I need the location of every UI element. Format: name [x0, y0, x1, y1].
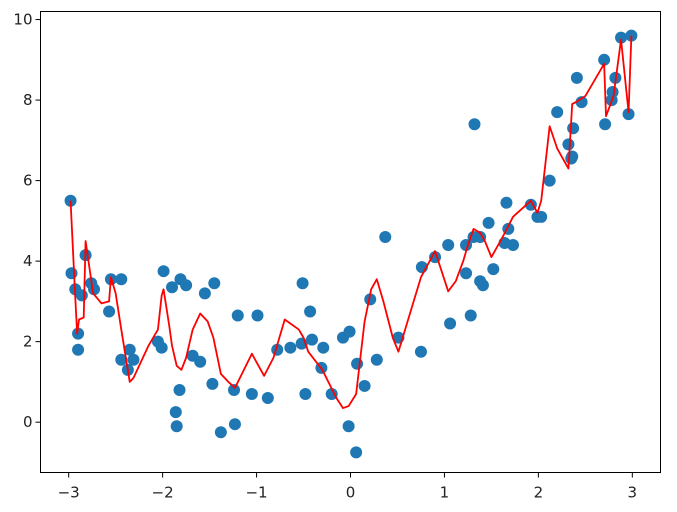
data-point [364, 293, 377, 306]
data-point [507, 239, 520, 252]
data-point [72, 327, 85, 340]
x-tick-label: −3 [58, 484, 80, 502]
data-point [75, 289, 88, 302]
data-point [304, 305, 317, 318]
data-point [379, 230, 392, 243]
line-series [69, 35, 633, 409]
data-point [342, 420, 355, 433]
x-tick-label: 1 [440, 484, 450, 502]
data-point [622, 108, 635, 121]
data-point [251, 309, 264, 322]
data-point [284, 341, 297, 354]
data-point [206, 377, 219, 390]
data-point [414, 345, 427, 358]
data-point [442, 239, 455, 252]
data-point [350, 446, 363, 459]
scatter-series [64, 29, 638, 459]
data-point [487, 263, 500, 276]
data-point [173, 383, 186, 396]
data-point [482, 216, 495, 229]
data-point [166, 281, 179, 294]
data-point [317, 341, 330, 354]
data-point [198, 287, 211, 300]
data-point [169, 406, 182, 419]
data-point [127, 353, 140, 366]
data-point [170, 420, 183, 433]
data-point [115, 353, 128, 366]
y-axis: 0 2 4 6 8 10 [13, 11, 41, 431]
data-point [543, 174, 556, 187]
data-point [358, 379, 371, 392]
data-point [214, 426, 227, 439]
data-point [325, 387, 338, 400]
data-point [228, 418, 241, 431]
y-tick-label: 0 [23, 413, 33, 431]
fit-line [69, 35, 633, 409]
data-point [476, 279, 489, 292]
data-point [535, 210, 548, 223]
data-point [299, 387, 312, 400]
y-tick-label: 2 [23, 333, 33, 351]
data-point [562, 138, 575, 151]
data-point [228, 383, 241, 396]
data-point [474, 230, 487, 243]
y-tick-label: 4 [23, 252, 33, 270]
y-tick-label: 6 [23, 172, 33, 190]
data-point [208, 277, 221, 290]
data-point [155, 341, 168, 354]
data-point [65, 267, 78, 280]
data-point [615, 31, 628, 44]
data-point [103, 305, 116, 318]
data-point [444, 317, 457, 330]
data-point [567, 122, 580, 135]
data-point [245, 387, 258, 400]
data-point [575, 96, 588, 109]
data-point [606, 86, 619, 99]
data-point [343, 325, 356, 338]
data-point [194, 355, 207, 368]
data-point [599, 118, 612, 131]
data-point [88, 283, 101, 296]
data-point [261, 392, 274, 405]
data-point [157, 265, 170, 278]
data-point [460, 267, 473, 280]
data-point [305, 333, 318, 346]
data-point [570, 71, 583, 84]
x-axis: −3 −2 −1 0 1 2 3 [58, 472, 638, 502]
x-tick-label: −2 [152, 484, 174, 502]
x-tick-label: 0 [346, 484, 356, 502]
data-point [351, 357, 364, 370]
data-point [464, 309, 477, 322]
data-point [123, 343, 136, 356]
x-tick-label: −1 [245, 484, 267, 502]
x-tick-label: 3 [628, 484, 638, 502]
data-point [370, 353, 383, 366]
x-tick-label: 2 [534, 484, 544, 502]
data-point [551, 106, 564, 119]
data-point [500, 196, 513, 209]
data-point [72, 343, 85, 356]
data-point [598, 53, 611, 66]
y-tick-label: 8 [23, 91, 33, 109]
data-point [180, 279, 193, 292]
y-tick-label: 10 [13, 11, 32, 29]
data-point [115, 273, 128, 286]
data-point [231, 309, 244, 322]
data-point [296, 277, 309, 290]
data-point [468, 118, 481, 131]
